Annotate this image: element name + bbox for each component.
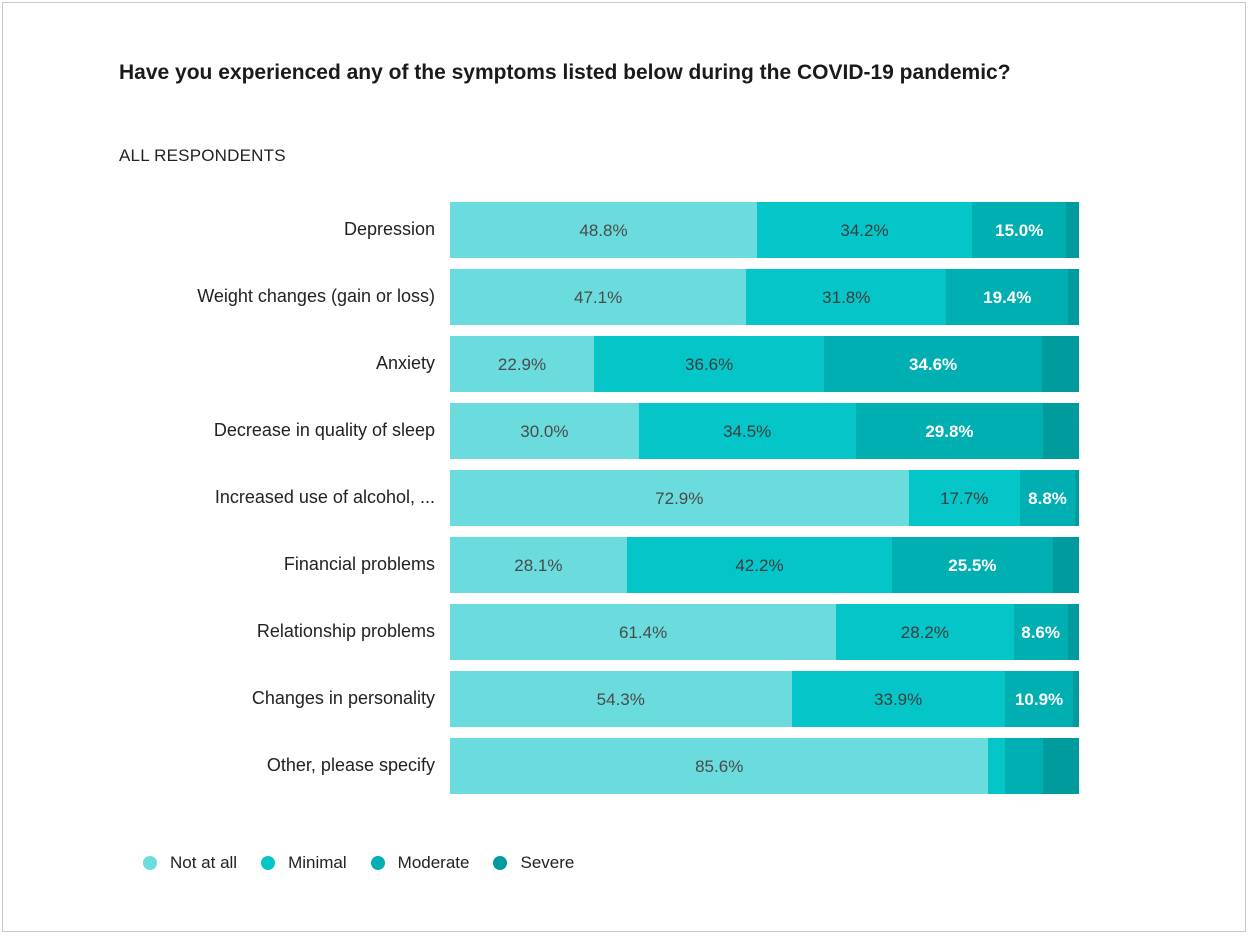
data-label: 34.5% (723, 422, 771, 442)
data-label: 48.8% (579, 221, 627, 241)
chart-frame: Have you experienced any of the symptoms… (2, 2, 1246, 932)
category-label: Weight changes (gain or loss) (75, 286, 435, 307)
data-label: 19.4% (983, 288, 1031, 308)
category-label: Decrease in quality of sleep (75, 420, 435, 441)
data-label: 47.1% (574, 288, 622, 308)
category-label: Other, please specify (75, 755, 435, 776)
data-label: 36.6% (685, 355, 733, 375)
legend-swatch-icon (143, 856, 157, 870)
category-label: Increased use of alcohol, ... (75, 487, 435, 508)
data-label: 61.4% (619, 623, 667, 643)
data-label: 34.2% (840, 221, 888, 241)
bar-segment (1043, 738, 1079, 794)
category-label: Anxiety (75, 353, 435, 374)
bar-segment (1066, 202, 1079, 258)
data-label: 33.9% (874, 690, 922, 710)
data-label: 31.8% (822, 288, 870, 308)
legend-item: Moderate (371, 853, 470, 873)
data-label: 15.0% (995, 221, 1043, 241)
category-label: Financial problems (75, 554, 435, 575)
legend-label: Severe (520, 853, 574, 873)
data-label: 72.9% (655, 489, 703, 509)
legend-swatch-icon (493, 856, 507, 870)
data-label: 54.3% (597, 690, 645, 710)
legend-label: Minimal (288, 853, 347, 873)
data-label: 85.6% (695, 757, 743, 777)
legend-item: Severe (493, 853, 574, 873)
legend-label: Not at all (170, 853, 237, 873)
bar-segment (1068, 269, 1079, 325)
legend-swatch-icon (371, 856, 385, 870)
chart-title: Have you experienced any of the symptoms… (119, 61, 1011, 85)
bar-segment (1068, 604, 1079, 660)
data-label: 17.7% (940, 489, 988, 509)
category-label: Depression (75, 219, 435, 240)
data-label: 28.1% (514, 556, 562, 576)
bar-segment (1053, 537, 1079, 593)
legend-swatch-icon (261, 856, 275, 870)
data-label: 28.2% (901, 623, 949, 643)
chart-subtitle: ALL RESPONDENTS (119, 146, 286, 166)
data-label: 29.8% (925, 422, 973, 442)
category-label: Changes in personality (75, 688, 435, 709)
data-label: 22.9% (498, 355, 546, 375)
data-label: 42.2% (735, 556, 783, 576)
data-label: 8.8% (1028, 489, 1067, 509)
bar-segment (1073, 671, 1079, 727)
data-label: 8.6% (1021, 623, 1060, 643)
bar-segment (988, 738, 1004, 794)
data-label: 25.5% (948, 556, 996, 576)
data-label: 10.9% (1015, 690, 1063, 710)
legend-label: Moderate (398, 853, 470, 873)
legend-item: Minimal (261, 853, 347, 873)
legend-item: Not at all (143, 853, 237, 873)
bar-segment (1042, 336, 1079, 392)
bar-segment (1075, 470, 1079, 526)
bar-segment (1005, 738, 1043, 794)
bar-segment (1043, 403, 1079, 459)
data-label: 34.6% (909, 355, 957, 375)
legend: Not at all Minimal Moderate Severe (143, 853, 598, 873)
category-label: Relationship problems (75, 621, 435, 642)
data-label: 30.0% (520, 422, 568, 442)
